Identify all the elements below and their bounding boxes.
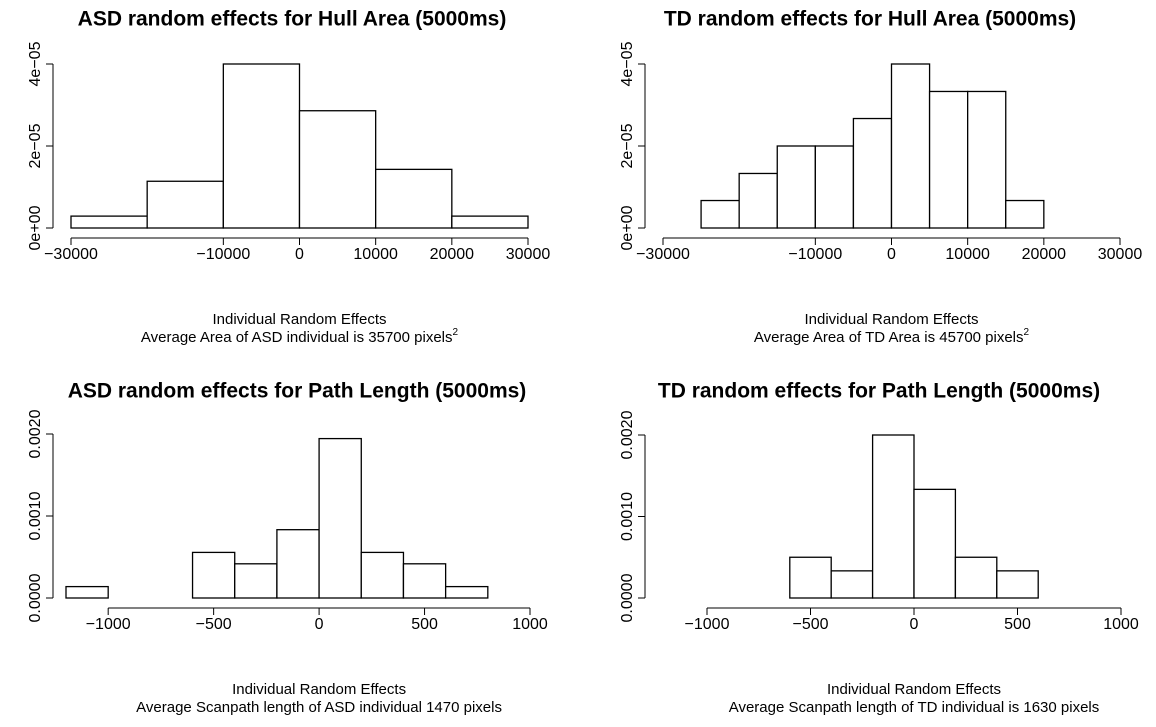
bar [776, 145, 816, 229]
bar [996, 570, 1039, 599]
y-tick-label: 4e−05 [27, 41, 44, 86]
bar [830, 570, 874, 599]
x-tick-label: 10000 [945, 246, 990, 263]
x-tick-label: 0 [315, 616, 324, 633]
y-tick-label: 0.0020 [27, 409, 44, 458]
x-tick-label: −10000 [788, 246, 842, 263]
bar [318, 437, 362, 599]
subtitle-text: Average Scanpath length of ASD individua… [136, 699, 502, 716]
bar [146, 180, 224, 229]
bar [871, 434, 915, 599]
x-tick-label: 0 [295, 246, 304, 263]
bar [444, 585, 489, 599]
bar [360, 551, 405, 599]
bar [375, 168, 453, 229]
y-tick-label: 0e+00 [27, 205, 44, 250]
x-tick-label: 10000 [353, 246, 398, 263]
x-tick-label: −30000 [44, 246, 98, 263]
x-axis-label: Individual Random Effects [827, 681, 1001, 698]
bar [928, 90, 969, 229]
bar [738, 172, 778, 229]
y-tick-label: 2e−05 [27, 123, 44, 168]
x-tick-label: −1000 [685, 616, 730, 633]
bar [852, 117, 893, 229]
x-tick-label: −500 [792, 616, 828, 633]
subtitle-text: Average Area of ASD individual is 35700 … [141, 329, 453, 346]
x-tick-label: −10000 [196, 246, 250, 263]
y-tick-label: 0.0010 [27, 491, 44, 540]
x-tick-label: 0 [910, 616, 919, 633]
x-tick-label: 500 [1004, 616, 1031, 633]
bar [789, 556, 832, 599]
bar [70, 215, 148, 229]
x-tick-label: −500 [196, 616, 232, 633]
bar [700, 199, 740, 229]
x-tick-label: 20000 [1022, 246, 1067, 263]
x-tick-label: 1000 [512, 616, 548, 633]
bar [222, 63, 301, 229]
chart-title: TD random effects for Path Length (5000m… [658, 380, 1100, 403]
bar [298, 110, 377, 229]
y-tick-label: 4e−05 [619, 41, 636, 86]
bar [1005, 199, 1045, 229]
chart-title: ASD random effects for Hull Area (5000ms… [78, 8, 507, 31]
y-tick-label: 0.0020 [619, 410, 636, 459]
x-tick-label: 30000 [506, 246, 551, 263]
bar [814, 145, 855, 229]
y-tick-label: 0.0000 [27, 573, 44, 622]
x-tick-label: 0 [887, 246, 896, 263]
y-tick-label: 0.0010 [619, 492, 636, 541]
x-tick-label: 1000 [1103, 616, 1139, 633]
x-tick-label: −1000 [86, 616, 131, 633]
y-tick-label: 0.0000 [619, 573, 636, 622]
bar [913, 488, 957, 599]
subtitle: Average Area of ASD individual is 35700 … [141, 327, 459, 346]
subtitle: Average Area of TD Area is 45700 pixels2 [754, 327, 1030, 346]
x-tick-label: 500 [411, 616, 438, 633]
bar [276, 529, 320, 599]
subtitle-text: Average Area of TD Area is 45700 pixels [754, 329, 1024, 346]
x-axis-label: Individual Random Effects [805, 311, 979, 328]
x-tick-label: 30000 [1098, 246, 1143, 263]
chart-title: ASD random effects for Path Length (5000… [68, 380, 527, 403]
chart-title: TD random effects for Hull Area (5000ms) [664, 8, 1076, 31]
subtitle-superscript: 2 [453, 327, 459, 338]
bar [65, 585, 109, 599]
bar [402, 563, 447, 599]
bar [451, 215, 529, 229]
subtitle: Average Scanpath length of TD individual… [729, 699, 1100, 716]
y-tick-label: 0e+00 [619, 205, 636, 250]
x-tick-label: 20000 [430, 246, 475, 263]
bar [234, 563, 278, 599]
x-tick-label: −30000 [636, 246, 690, 263]
x-axis-label: Individual Random Effects [232, 681, 406, 698]
subtitle: Average Scanpath length of ASD individua… [136, 699, 502, 716]
bar [890, 63, 931, 229]
bar [967, 90, 1007, 229]
subtitle-superscript: 2 [1024, 327, 1030, 338]
bar [954, 556, 998, 599]
y-tick-label: 2e−05 [619, 123, 636, 168]
x-axis-label: Individual Random Effects [213, 311, 387, 328]
bar [191, 551, 236, 599]
subtitle-text: Average Scanpath length of TD individual… [729, 699, 1100, 716]
